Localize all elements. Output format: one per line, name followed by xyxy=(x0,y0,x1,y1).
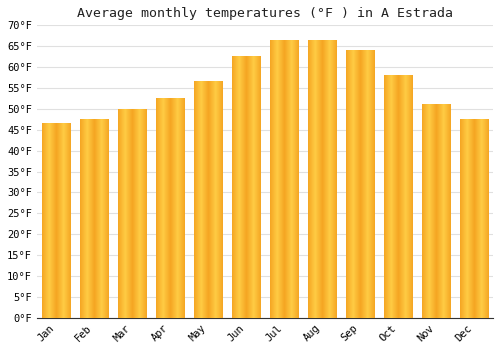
Title: Average monthly temperatures (°F ) in A Estrada: Average monthly temperatures (°F ) in A … xyxy=(77,7,453,20)
